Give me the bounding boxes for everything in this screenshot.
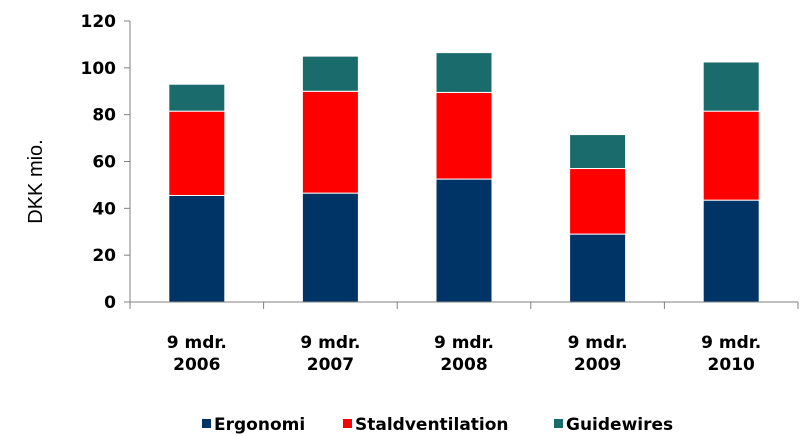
y-tick-label: 0 (104, 293, 116, 313)
bar-segment-guidewires (435, 52, 493, 93)
bar-segment-staldventilation (168, 110, 226, 196)
bar-segment-guidewires (702, 61, 760, 112)
y-axis-label: DKK mio. (25, 139, 47, 223)
bar-segment-ergonomi (301, 192, 359, 303)
y-tick-label: 20 (92, 246, 116, 266)
y-tick-label: 80 (92, 106, 116, 126)
y-tick-label: 60 (92, 153, 116, 173)
x-tick-label: 2007 (307, 355, 354, 375)
bar-segment-guidewires (569, 134, 627, 170)
bar-segment-ergonomi (435, 178, 493, 303)
y-axis-ticks: 0 20 40 60 80 100 120 (81, 12, 130, 313)
bar-segment-guidewires (301, 55, 359, 92)
bar-segment-ergonomi (702, 199, 760, 303)
x-tick-label: 9 mdr. (568, 333, 628, 353)
legend-label: Ergonomi (214, 415, 305, 435)
x-tick-label: 9 mdr. (434, 333, 494, 353)
x-tick-label: 2006 (173, 355, 220, 375)
legend-swatch (343, 419, 352, 428)
x-tick-label: 9 mdr. (167, 333, 227, 353)
x-tick-label: 2008 (440, 355, 487, 375)
bar-segment-ergonomi (569, 233, 627, 303)
bar-segment-staldventilation (569, 168, 627, 235)
bar-segment-staldventilation (301, 90, 359, 194)
y-tick-label: 120 (81, 12, 117, 32)
bar-segment-guidewires (168, 83, 226, 112)
plot-area (168, 52, 760, 303)
y-tick-label: 100 (81, 59, 117, 79)
x-tick-label: 2009 (574, 355, 621, 375)
legend-label: Guidewires (566, 415, 673, 435)
x-tick-label: 9 mdr. (300, 333, 360, 353)
x-tick-label: 2010 (708, 355, 755, 375)
y-tick-label: 40 (92, 199, 116, 219)
bar-segment-staldventilation (435, 91, 493, 180)
x-tick-label: 9 mdr. (701, 333, 761, 353)
legend: Ergonomi Staldventilation Guidewires (202, 415, 673, 435)
legend-label: Staldventilation (355, 415, 509, 435)
bar-segment-ergonomi (168, 194, 226, 303)
bar-segment-staldventilation (702, 110, 760, 201)
legend-swatch (202, 419, 211, 428)
legend-swatch (554, 419, 563, 428)
